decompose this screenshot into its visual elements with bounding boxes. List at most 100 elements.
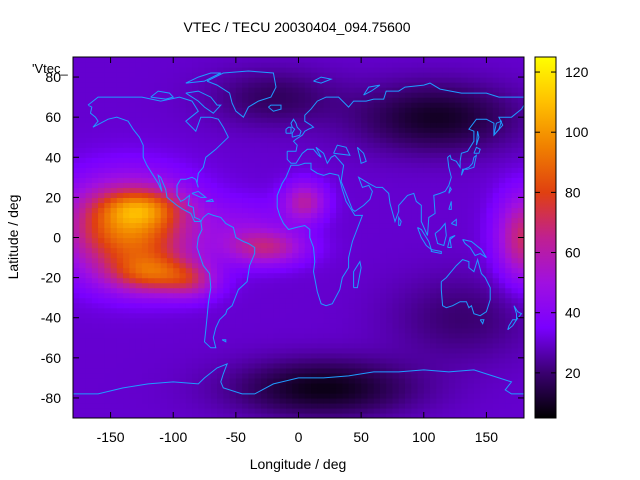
heatmap-cell (492, 247, 500, 254)
heatmap-cell (135, 267, 143, 274)
heatmap-cell (411, 82, 419, 88)
heatmap-cell (229, 392, 237, 399)
heatmap-cell (498, 207, 506, 214)
heatmap-cell (473, 247, 481, 254)
heatmap-cell (242, 247, 249, 254)
heatmap-cell (361, 362, 368, 369)
heatmap-cell (442, 267, 450, 274)
heatmap-cell (260, 412, 268, 418)
heatmap-cell (342, 87, 350, 93)
heatmap-cell (267, 172, 275, 178)
heatmap-cell (455, 252, 462, 259)
heatmap-cell (91, 382, 99, 389)
heatmap-cell (480, 347, 488, 354)
heatmap-cell (160, 117, 168, 123)
heatmap-cell (354, 107, 362, 113)
heatmap-cell (392, 272, 400, 279)
heatmap-cell (173, 322, 181, 329)
heatmap-cell (91, 352, 99, 359)
heatmap-cell (361, 387, 368, 394)
heatmap-cell (166, 292, 174, 299)
heatmap-cell (329, 297, 337, 304)
heatmap-cell (91, 172, 99, 178)
heatmap-cell (273, 127, 281, 133)
heatmap-cell (329, 182, 337, 188)
heatmap-cell (248, 312, 256, 319)
heatmap-cell (260, 117, 268, 123)
heatmap-cell (442, 117, 450, 123)
heatmap-cell (329, 332, 337, 339)
heatmap-cell (348, 187, 356, 193)
heatmap-cell (498, 407, 506, 414)
heatmap-cell (511, 287, 519, 294)
heatmap-cell (135, 377, 143, 384)
heatmap-cell (473, 87, 481, 93)
heatmap-cell (517, 72, 524, 78)
heatmap-cell (461, 187, 469, 193)
heatmap-cell (173, 207, 181, 214)
heatmap-cell (304, 192, 312, 198)
heatmap-cell (116, 222, 124, 229)
heatmap-cell (455, 212, 462, 219)
heatmap-cell (367, 342, 375, 349)
heatmap-cell (248, 87, 256, 93)
heatmap-cell (254, 212, 262, 219)
heatmap-cell (242, 292, 249, 299)
heatmap-cell (392, 412, 400, 418)
heatmap-cell (498, 117, 506, 123)
heatmap-cell (336, 257, 343, 264)
heatmap-cell (91, 272, 99, 279)
heatmap-cell (154, 197, 162, 203)
heatmap-cell (185, 247, 193, 254)
heatmap-cell (511, 267, 519, 274)
heatmap-cell (517, 252, 524, 259)
heatmap-cell (198, 187, 206, 193)
heatmap-cell (260, 222, 268, 229)
heatmap-cell (398, 317, 406, 324)
heatmap-cell (398, 337, 406, 344)
heatmap-cell (379, 377, 387, 384)
heatmap-cell (298, 282, 306, 289)
heatmap-cell (73, 207, 80, 214)
heatmap-cell (442, 217, 450, 224)
heatmap-cell (498, 402, 506, 409)
heatmap-cell (185, 112, 193, 118)
heatmap-cell (242, 267, 249, 274)
heatmap-cell (204, 352, 212, 359)
heatmap-cell (235, 282, 243, 289)
heatmap-cell (273, 317, 281, 324)
heatmap-cell (455, 282, 462, 289)
heatmap-cell (423, 292, 431, 299)
heatmap-cell (210, 157, 218, 163)
heatmap-cell (210, 132, 218, 138)
heatmap-cell (417, 192, 425, 198)
heatmap-cell (148, 197, 156, 203)
heatmap-cell (273, 337, 281, 344)
heatmap-cell (104, 82, 112, 88)
heatmap-cell (173, 357, 181, 364)
heatmap-cell (248, 232, 256, 239)
heatmap-cell (166, 302, 174, 309)
heatmap-cell (311, 162, 318, 168)
heatmap-cell (367, 222, 375, 229)
heatmap-cell (348, 202, 356, 209)
heatmap-cell (248, 347, 256, 354)
heatmap-cell (160, 92, 168, 98)
heatmap-cell (455, 292, 462, 299)
heatmap-cell (505, 272, 513, 279)
heatmap-cell (467, 177, 475, 183)
heatmap-cell (448, 412, 456, 418)
heatmap-cell (273, 307, 281, 314)
heatmap-cell (91, 127, 99, 133)
heatmap-cell (85, 262, 93, 269)
heatmap-cell (517, 277, 524, 284)
heatmap-cell (123, 252, 130, 259)
heatmap-cell (404, 117, 412, 123)
heatmap-cell (386, 127, 394, 133)
heatmap-cell (73, 142, 80, 148)
heatmap-cell (229, 412, 237, 418)
heatmap-cell (373, 232, 381, 239)
heatmap-cell (361, 207, 368, 214)
heatmap-cell (505, 82, 513, 88)
heatmap-cell (404, 327, 412, 334)
